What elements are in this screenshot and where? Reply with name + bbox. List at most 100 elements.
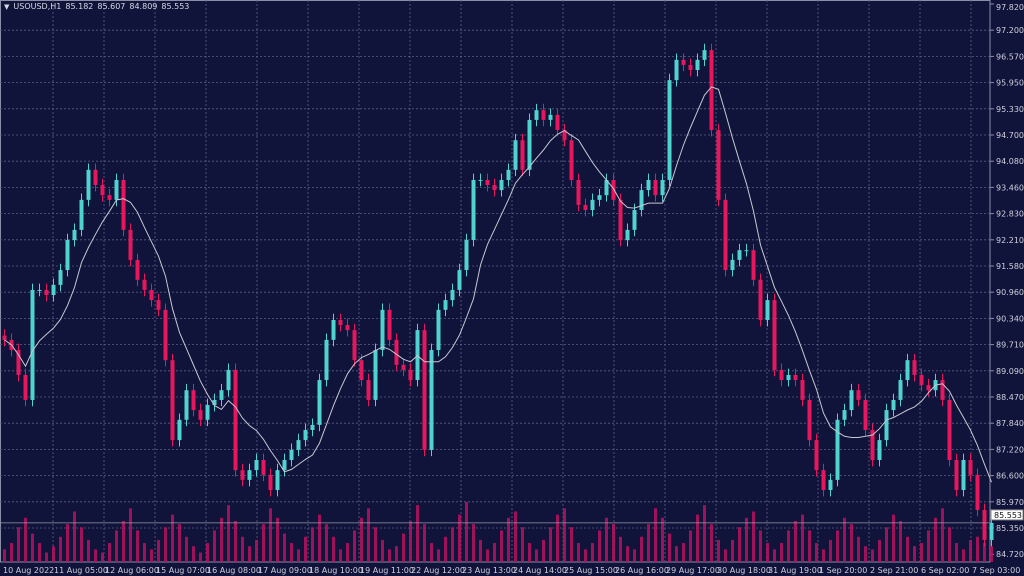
candle-body (457, 270, 462, 290)
candle-body (296, 440, 301, 450)
x-tick-label: 25 Aug 15:00 (564, 566, 618, 575)
y-tick-label: 86.600 (996, 472, 1024, 481)
volume-bar (52, 546, 55, 562)
candle-body (51, 284, 56, 296)
candle-body (604, 179, 609, 196)
volume-bar (206, 543, 209, 562)
candle-body (149, 289, 154, 301)
low-value: 84.809 (129, 2, 158, 11)
candle-body (569, 140, 574, 180)
volume-bar (913, 546, 916, 562)
volume-bar (479, 539, 482, 562)
volume-bar (885, 527, 888, 562)
volume-bar (612, 524, 615, 562)
triangle-down-icon[interactable]: ▼ (4, 2, 10, 11)
candle-body (219, 390, 224, 400)
candle-body (919, 374, 924, 386)
y-tick-label: 94.080 (996, 157, 1024, 166)
volume-bar (108, 543, 111, 562)
candle-body (597, 195, 602, 200)
candle-body (856, 390, 861, 400)
candle-body (968, 459, 973, 475)
volume-bar (906, 536, 909, 562)
volume-bar (815, 543, 818, 562)
candle-body (93, 169, 98, 186)
x-tick-label: 6 Sep 02:00 (921, 566, 969, 575)
volume-bar (563, 508, 566, 562)
candle-body (583, 204, 588, 211)
y-tick-label: 87.840 (996, 419, 1024, 428)
volume-bar (983, 543, 986, 562)
candle-body (800, 380, 805, 400)
volume-bar (591, 543, 594, 562)
y-tick-label: 88.470 (996, 393, 1024, 402)
candle-body (709, 50, 714, 131)
candle-body (121, 179, 126, 230)
candle-body (331, 319, 336, 340)
volume-bar (549, 527, 552, 562)
y-tick-label: 93.460 (996, 183, 1024, 192)
candle-body (611, 179, 616, 200)
volume-bar (157, 539, 160, 562)
candle-body (156, 300, 161, 310)
current-price-label: 85.553 (994, 511, 1022, 520)
x-tick-label: 19 Aug 11:00 (360, 566, 414, 575)
volume-bar (255, 539, 258, 562)
volume-bar (45, 552, 48, 562)
volume-bar (598, 530, 601, 562)
volume-bar (892, 514, 895, 562)
candle-body (23, 374, 28, 400)
volume-bar (619, 536, 622, 562)
candle-body (492, 185, 497, 191)
volume-bar (248, 546, 251, 562)
volume-bar (724, 549, 727, 562)
candle-body (107, 195, 112, 200)
chart-title-bar: ▼ USOUSD,H1 85.182 85.607 84.809 85.553 (4, 2, 189, 11)
candle-body (72, 229, 77, 241)
volume-bar (822, 549, 825, 562)
candle-body (37, 289, 42, 291)
volume-bar (73, 511, 76, 562)
volume-bar (80, 527, 83, 562)
x-tick-label: 1 Sep 20:00 (819, 566, 867, 575)
candle-body (114, 179, 119, 200)
candle-body (786, 374, 791, 381)
candle-body (408, 369, 413, 381)
candle-body (261, 459, 266, 475)
volume-bar (171, 514, 174, 562)
volume-bar (535, 549, 538, 562)
volume-bar (654, 508, 657, 562)
volume-bar (101, 552, 104, 562)
candle-body (835, 419, 840, 480)
volume-bar (318, 514, 321, 562)
volume-bar (794, 520, 797, 562)
volume-bar (955, 543, 958, 562)
volume-bar (24, 517, 27, 562)
volume-bar (738, 527, 741, 562)
candle-body (779, 369, 784, 381)
x-tick-label: 7 Sep 03:00 (972, 566, 1020, 575)
volume-bar (514, 511, 517, 562)
x-tick-label: 18 Aug 10:00 (309, 566, 363, 575)
volume-bar (346, 543, 349, 562)
candle-body (723, 199, 728, 271)
candle-body (240, 470, 245, 480)
candle-body (324, 339, 329, 381)
volume-bar (451, 527, 454, 562)
x-tick-label: 16 Aug 08:00 (207, 566, 261, 575)
volume-bar (843, 517, 846, 562)
y-tick-label: 92.830 (996, 210, 1024, 219)
volume-bar (234, 520, 237, 562)
candle-body (842, 410, 847, 420)
volume-bar (430, 543, 433, 562)
candle-body (352, 330, 357, 361)
volume-bar (444, 536, 447, 562)
candle-body (541, 110, 546, 120)
moving-average-line (4, 86, 992, 483)
candle-body (450, 289, 455, 301)
volume-bar (696, 514, 699, 562)
volume-bar (185, 536, 188, 562)
candle-body (485, 179, 490, 186)
volume-bar (752, 511, 755, 562)
